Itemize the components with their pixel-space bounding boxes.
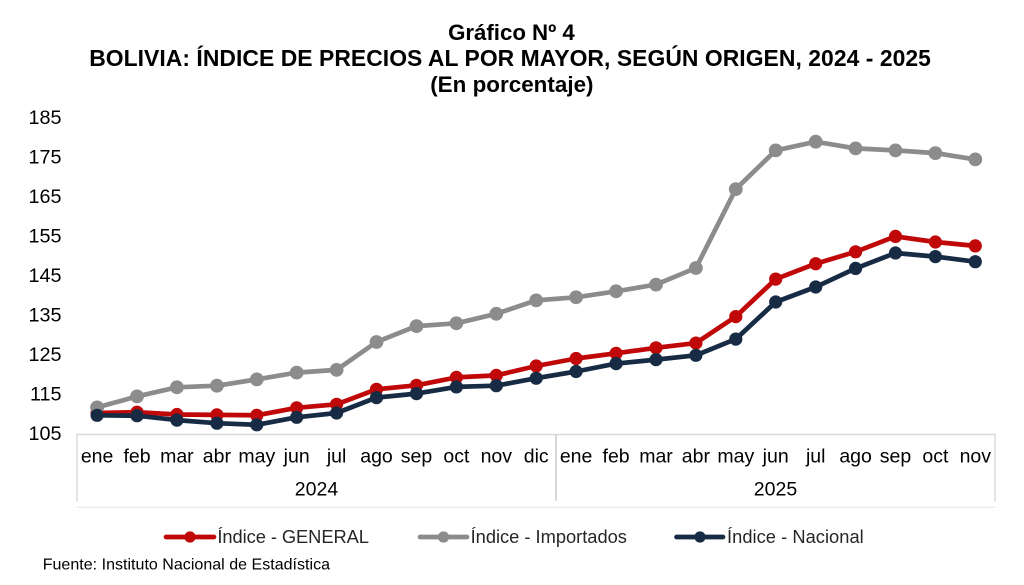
svg-text:Índice - Importados: Índice - Importados [471, 526, 627, 547]
svg-text:jun: jun [283, 446, 310, 468]
svg-text:BOLIVIA: ÍNDICE DE PRECIOS AL: BOLIVIA: ÍNDICE DE PRECIOS AL POR MAYOR,… [89, 45, 931, 71]
svg-text:135: 135 [28, 305, 61, 327]
svg-text:115: 115 [30, 384, 62, 406]
svg-text:may: may [717, 446, 754, 468]
svg-text:175: 175 [28, 147, 61, 169]
svg-text:2024: 2024 [295, 479, 339, 501]
svg-text:feb: feb [123, 446, 150, 468]
svg-text:mar: mar [639, 446, 673, 468]
svg-text:sep: sep [401, 446, 433, 468]
svg-text:may: may [238, 446, 275, 468]
svg-text:dic: dic [524, 446, 549, 468]
svg-text:ene: ene [81, 446, 114, 468]
svg-text:sep: sep [880, 446, 912, 468]
svg-text:Fuente: Instituto Nacional de: Fuente: Instituto Nacional de Estadístic… [43, 557, 330, 574]
svg-text:abr: abr [203, 446, 232, 468]
svg-text:155: 155 [28, 226, 61, 248]
svg-text:ene: ene [560, 446, 593, 468]
svg-text:2025: 2025 [754, 479, 798, 501]
svg-text:(En porcentaje): (En porcentaje) [430, 72, 593, 97]
svg-text:abr: abr [682, 446, 711, 468]
svg-text:feb: feb [603, 446, 630, 468]
svg-text:jul: jul [805, 446, 826, 468]
svg-text:185: 185 [28, 107, 61, 129]
svg-text:145: 145 [28, 265, 61, 287]
svg-text:jun: jun [762, 446, 789, 468]
svg-text:nov: nov [481, 446, 513, 468]
svg-text:Índice - Nacional: Índice - Nacional [727, 526, 864, 547]
svg-text:165: 165 [28, 186, 61, 208]
svg-text:oct: oct [922, 446, 949, 468]
svg-text:oct: oct [443, 446, 470, 468]
svg-text:105: 105 [28, 423, 61, 445]
svg-text:nov: nov [960, 446, 992, 468]
svg-text:Índice - GENERAL: Índice - GENERAL [217, 526, 369, 547]
svg-text:jul: jul [326, 446, 347, 468]
svg-text:125: 125 [28, 344, 61, 366]
svg-text:ago: ago [360, 446, 393, 468]
svg-text:ago: ago [839, 446, 872, 468]
svg-text:mar: mar [160, 446, 194, 468]
svg-text:Gráfico Nº 4: Gráfico Nº 4 [448, 20, 575, 45]
